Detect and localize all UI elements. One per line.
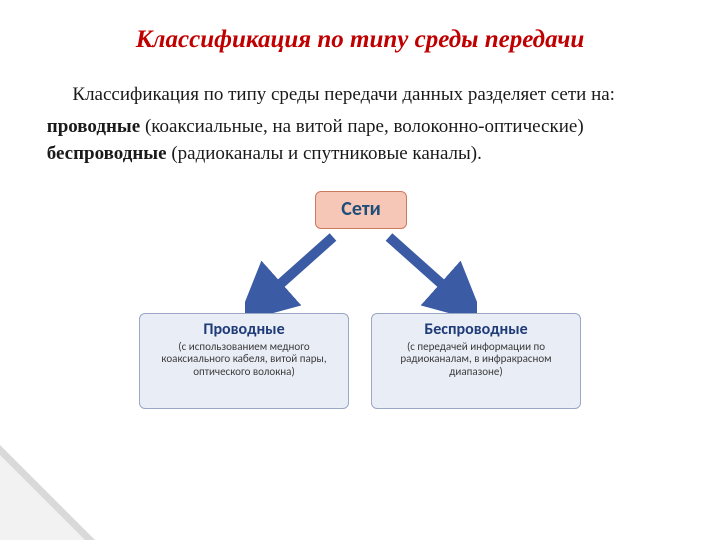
classification-diagram: Сети Пров (125, 185, 595, 423)
diagram-arrow-left (245, 231, 345, 317)
slide-content: Классификация по типу среды передачи Кла… (0, 0, 720, 423)
list-item-rest: (коаксиальные, на витой паре, волоконно-… (140, 116, 583, 137)
diagram-child-subtitle: (с передачей информации по радиоканалам,… (380, 341, 572, 378)
diagram-child-node-wired: Проводные (с использованием медного коак… (139, 313, 349, 409)
list-item-rest: (радиоканалы и спутниковые каналы). (167, 143, 482, 164)
diagram-root-node: Сети (315, 191, 407, 229)
diagram-child-node-wireless: Беспроводные (с передачей информации по … (371, 313, 581, 409)
list-item-bold: беспроводные (47, 143, 167, 164)
bullet-list: проводные (коаксиальные, на витой паре, … (42, 114, 674, 167)
diagram-child-title: Проводные (203, 320, 284, 339)
page-title: Классификация по типу среды передачи (40, 26, 680, 54)
diagram-child-subtitle: (с использованием медного коаксиального … (148, 341, 340, 378)
diagram-arrow-right (377, 231, 477, 317)
list-item-bold: проводные (47, 116, 140, 137)
list-item: беспроводные (радиоканалы и спутниковые … (42, 141, 674, 167)
diagram-root-label: Сети (341, 197, 381, 221)
list-item: проводные (коаксиальные, на витой паре, … (42, 114, 674, 140)
diagram-child-title: Беспроводные (424, 320, 527, 339)
intro-paragraph: Классификация по типу среды передачи дан… (42, 82, 674, 108)
slide-corner-accent (0, 445, 95, 540)
